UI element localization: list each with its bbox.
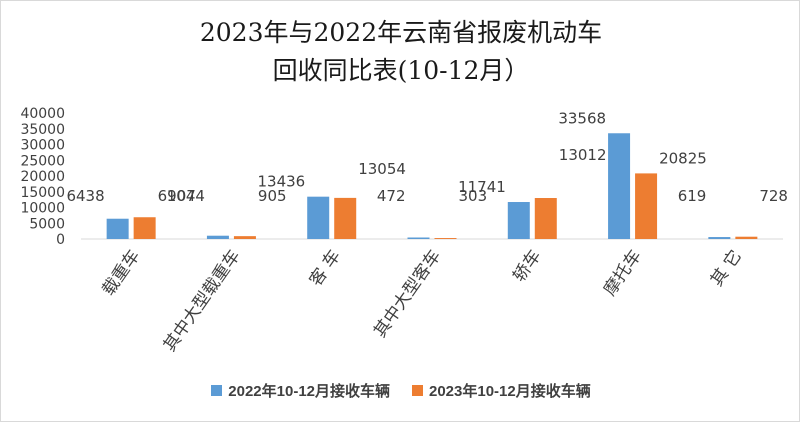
bar-2023[interactable] [233, 236, 256, 239]
bar-2022[interactable] [307, 196, 330, 239]
bar-2022[interactable] [708, 237, 731, 239]
x-tick-label: 载重车 [99, 246, 145, 299]
bar-2023[interactable] [334, 197, 357, 239]
bar-2022[interactable] [407, 237, 430, 239]
y-tick-label: 5000 [29, 216, 65, 232]
bar-2022[interactable] [507, 202, 530, 239]
bars [106, 133, 758, 239]
y-tick-label: 25000 [20, 153, 65, 169]
bar-2023[interactable] [635, 173, 658, 239]
bar-2023[interactable] [534, 198, 557, 239]
data-label: 13012 [559, 146, 607, 164]
y-tick-label: 20000 [20, 169, 65, 185]
y-tick-label: 40000 [20, 106, 65, 122]
bar-2023[interactable] [434, 238, 457, 239]
bar-2022[interactable] [106, 218, 129, 239]
bar-2022[interactable] [206, 235, 229, 239]
y-tick-label: 10000 [20, 201, 65, 217]
data-label: 472 [377, 187, 406, 205]
data-label: 1044 [167, 187, 205, 205]
data-label: 20825 [659, 149, 707, 167]
data-label: 6907 [158, 187, 196, 205]
data-label: 728 [759, 187, 788, 205]
data-label: 33568 [558, 109, 606, 127]
legend-swatch-2023 [412, 385, 423, 396]
x-tick-label: 摩托车 [600, 246, 646, 299]
bar-2023[interactable] [133, 217, 156, 239]
data-label: 6438 [66, 187, 104, 205]
data-label: 13436 [257, 173, 305, 191]
legend-swatch-2022 [211, 385, 223, 396]
x-tick-label: 其中大型客车 [370, 246, 445, 341]
legend: 2022年10-12月接收车辆 2023年10-12月接收车辆 [1, 380, 799, 401]
legend-item-2022[interactable]: 2022年10-12月接收车辆 [211, 380, 390, 401]
y-tick-label: 35000 [20, 122, 65, 138]
y-tick-label: 0 [56, 232, 65, 248]
x-tick-label: 其 它 [707, 246, 746, 290]
x-tick-label: 轿车 [509, 246, 545, 285]
bar-2022[interactable] [608, 133, 631, 239]
data-label: 905 [258, 187, 287, 205]
y-tick-label: 15000 [20, 185, 65, 201]
bar-2023[interactable] [735, 236, 758, 239]
y-tick-label: 30000 [20, 138, 65, 154]
data-label: 303 [459, 187, 488, 205]
x-tick-label: 客 车 [306, 246, 345, 290]
legend-item-2023[interactable]: 2023年10-12月接收车辆 [412, 380, 591, 401]
data-label: 11741 [458, 178, 506, 196]
data-label: 13054 [358, 160, 406, 178]
legend-label-2022: 2022年10-12月接收车辆 [228, 383, 390, 400]
x-tick-label: 其中大型载重车 [160, 246, 245, 355]
legend-label-2023: 2023年10-12月接收车辆 [429, 383, 591, 400]
chart-subtitle: 回收同比表(10-12月） [272, 56, 530, 85]
chart-title: 2023年与2022年云南省报废机动车 [199, 18, 603, 47]
x-axis-labels: 载重车 其中大型载重车 客 车其中大型客车 轿车 摩托车 其 它 [99, 246, 746, 355]
data-label: 619 [678, 187, 707, 205]
